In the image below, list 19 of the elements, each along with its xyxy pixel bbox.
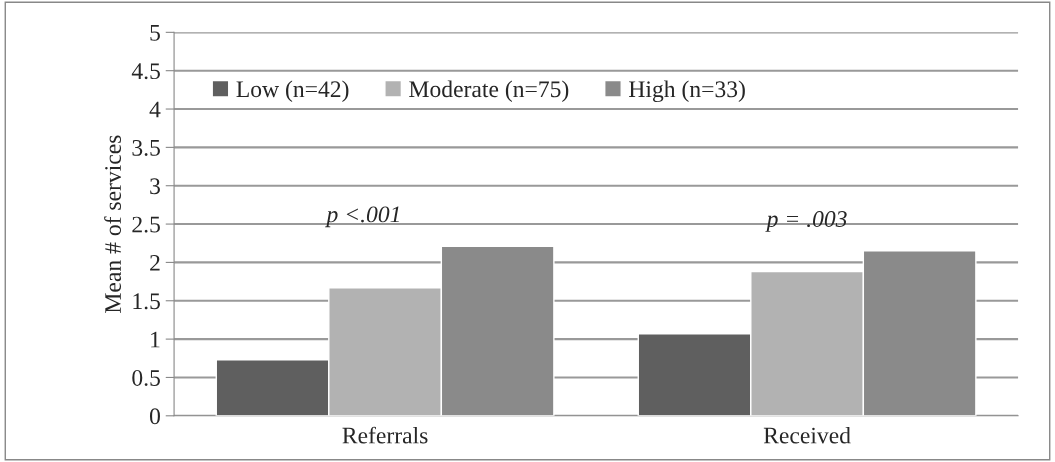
y-tick-label: 5 <box>150 25 160 41</box>
y-tick-label: 0.5 <box>132 369 160 386</box>
y-tick-label: 1 <box>151 331 160 348</box>
legend-label: High (n=33) <box>629 80 745 103</box>
annotation: p = .003 <box>765 211 847 232</box>
y-tick-label: 2.5 <box>132 216 160 233</box>
y-tick-label: 4.5 <box>131 63 160 80</box>
y-tick-label: 0 <box>149 408 160 425</box>
legend-label: Moderate (n=75) <box>409 80 569 102</box>
x-tick-label: Referrals <box>342 426 428 444</box>
y-tick-label: 3.5 <box>132 139 160 156</box>
x-tick-label: Received <box>763 426 851 444</box>
y-tick-label: 1.5 <box>133 293 160 310</box>
legend-label: Low (n=42) <box>236 80 349 102</box>
y-tick-label: 2 <box>150 254 160 271</box>
y-tick-label: 4 <box>149 101 161 118</box>
y-tick-label: 3 <box>150 178 160 195</box>
annotation: p <.001 <box>325 206 399 228</box>
y-axis-title: Mean # of services <box>104 135 122 313</box>
